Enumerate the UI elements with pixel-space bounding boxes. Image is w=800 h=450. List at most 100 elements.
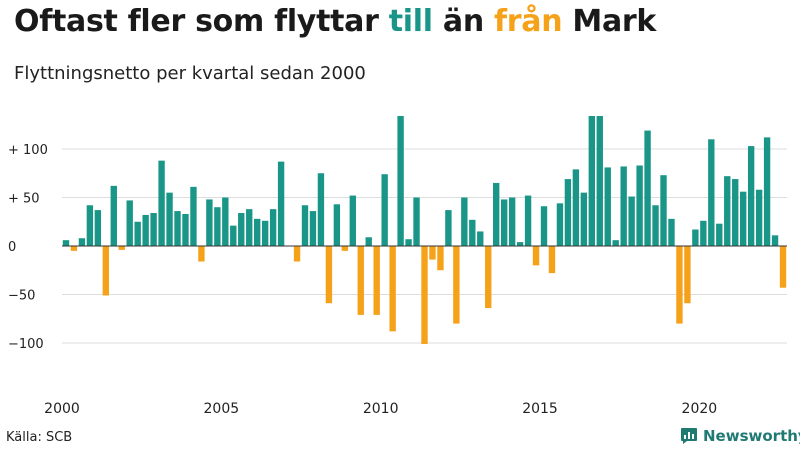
bar (461, 197, 468, 246)
bar (668, 218, 675, 246)
bar (174, 211, 181, 246)
bar (508, 197, 516, 246)
bar (118, 246, 125, 250)
bar (548, 246, 556, 274)
bar (269, 209, 277, 246)
y-tick-label: + 50 (8, 192, 40, 207)
bar (763, 137, 771, 246)
bar (182, 213, 189, 246)
bar (493, 182, 500, 246)
bar (692, 229, 699, 246)
bar (62, 240, 70, 246)
bar (421, 246, 428, 344)
bar (78, 238, 86, 246)
x-tick-label: 2015 (522, 401, 558, 417)
title-part-1: Oftast fler som flyttar (14, 4, 389, 39)
bar (333, 204, 341, 246)
bar (325, 246, 333, 304)
brand-logo[interactable]: Newsworthy (680, 427, 800, 445)
bar (166, 192, 173, 246)
source-label: Källa: SCB (6, 430, 73, 445)
bar (349, 195, 356, 246)
bar (222, 197, 229, 246)
bar (524, 195, 532, 246)
bar (500, 199, 508, 246)
bar (413, 197, 420, 246)
bar (532, 246, 540, 266)
bar (732, 179, 739, 246)
bar (540, 206, 548, 246)
bar (86, 205, 94, 246)
bar (580, 192, 588, 246)
bar (309, 211, 317, 246)
bar (572, 169, 580, 246)
bar (214, 207, 221, 246)
bar (628, 196, 635, 246)
bar (246, 209, 253, 246)
chart-subtitle: Flyttningsnetto per kvartal sedan 2000 (14, 63, 366, 84)
bar (636, 165, 643, 246)
bar (556, 203, 564, 246)
bar (660, 175, 667, 246)
title-highlight-till: till (388, 4, 433, 39)
title-highlight-fran: från (494, 4, 563, 39)
title-part-3: än (432, 4, 495, 39)
x-tick-label: 2000 (44, 401, 80, 417)
bar (739, 191, 747, 246)
bar (70, 246, 78, 251)
bar (102, 246, 110, 296)
bar-chart-speech-icon (681, 428, 697, 444)
bar (158, 160, 165, 246)
brand-name: Newsworthy (703, 427, 800, 445)
bar (230, 225, 237, 246)
bar (150, 213, 157, 246)
bar (373, 246, 380, 315)
bar (341, 246, 349, 251)
bar (771, 235, 779, 246)
y-tick-label: −50 (8, 289, 35, 304)
bar (238, 213, 245, 246)
bar (755, 189, 763, 246)
bar (708, 139, 715, 246)
y-tick-label: −100 (8, 337, 44, 352)
bar (389, 246, 396, 332)
bar (277, 161, 285, 246)
bar (700, 220, 707, 246)
bar (620, 166, 627, 246)
bar (676, 246, 683, 324)
x-tick-label: 2005 (204, 401, 240, 417)
bar (142, 214, 149, 246)
bar (612, 240, 619, 246)
bar (198, 246, 205, 262)
bar (596, 116, 603, 247)
bar (397, 116, 404, 247)
bar (381, 174, 388, 246)
bar (588, 116, 595, 247)
y-tick-label: + 100 (8, 143, 48, 158)
bar (477, 231, 484, 246)
bar (644, 130, 651, 246)
bar (110, 185, 117, 246)
y-tick-label: 0 (8, 240, 16, 255)
bar (254, 218, 261, 246)
bar (126, 200, 133, 246)
bar (652, 205, 659, 246)
bar (293, 246, 301, 262)
bar (317, 173, 325, 246)
bar (485, 246, 492, 309)
bar (357, 246, 364, 315)
bar (301, 205, 309, 246)
bar (684, 246, 691, 304)
bar (261, 220, 269, 246)
bar (405, 239, 412, 246)
bar (429, 246, 436, 260)
bar (716, 223, 723, 246)
bar (365, 237, 372, 246)
bar (469, 219, 476, 246)
bar (437, 246, 444, 271)
bar (190, 186, 197, 246)
x-tick-label: 2010 (363, 401, 399, 417)
bar (516, 242, 524, 246)
bar (134, 221, 141, 246)
